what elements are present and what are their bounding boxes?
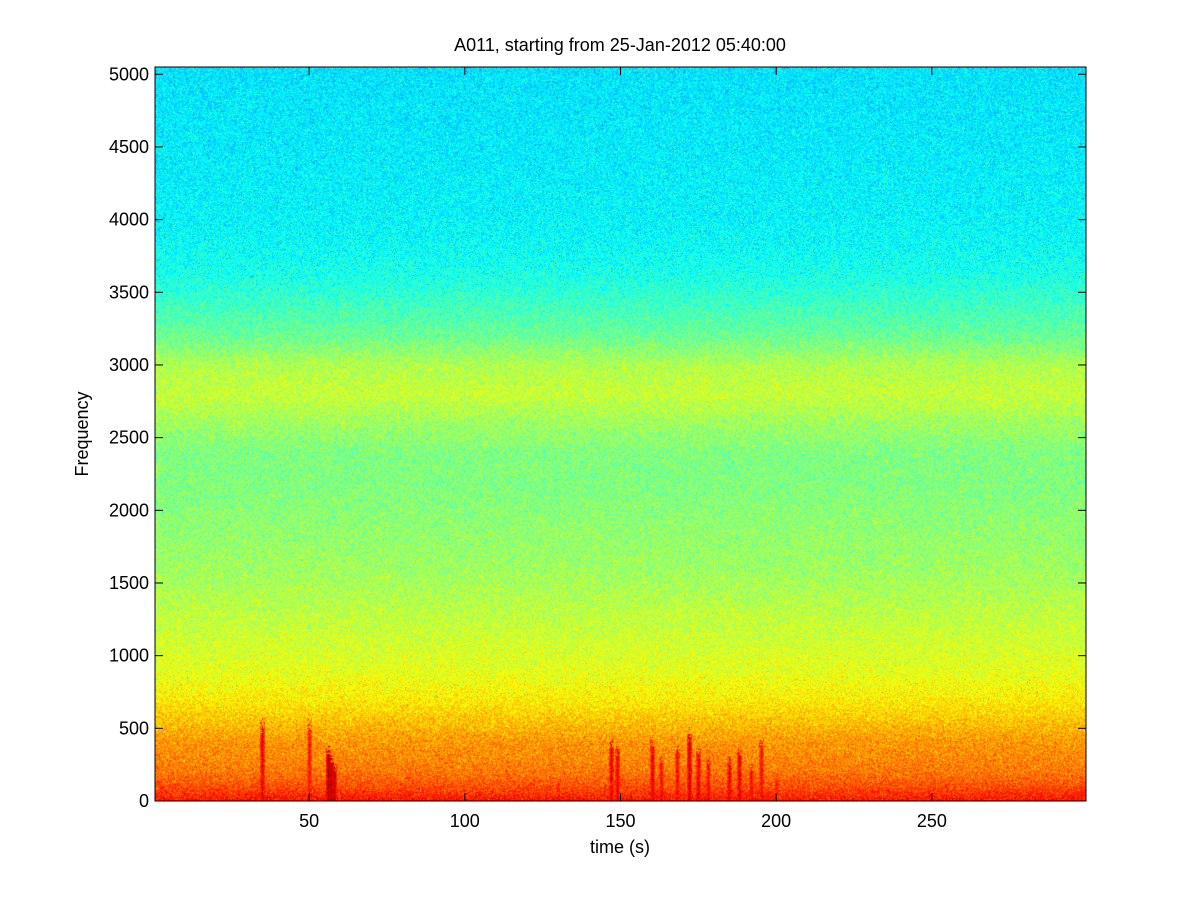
y-tick-label: 3000 [109,355,149,375]
y-tick-label: 1000 [109,646,149,666]
plot-area [154,66,1087,802]
x-axis-label: time (s) [590,837,650,857]
x-tick-label: 50 [299,811,319,831]
x-tick-label: 100 [450,811,480,831]
x-tick-label: 250 [917,811,947,831]
y-tick-label: 500 [119,718,149,738]
y-tick-label: 4000 [109,210,149,230]
x-axis: 50 100 150 200 250 [299,67,947,831]
y-axis: 0 500 1000 1500 2000 2500 3000 3500 4000 4500 5000 [109,64,1086,811]
x-tick-label: 150 [605,811,635,831]
y-tick-label: 4500 [109,137,149,157]
y-tick-label: 2500 [109,428,149,448]
y-tick-label: 0 [139,791,149,811]
heatmap-image [155,67,1086,801]
y-tick-label: 5000 [109,64,149,84]
heatmap-canvas [155,67,1086,801]
y-tick-label: 1500 [109,573,149,593]
x-tick-label: 200 [761,811,791,831]
y-tick-label: 3500 [109,282,149,302]
y-tick-label: 2000 [109,500,149,520]
y-axis-label: Frequency [72,391,92,476]
chart-title: A011, starting from 25-Jan-2012 05:40:00 [454,35,786,55]
